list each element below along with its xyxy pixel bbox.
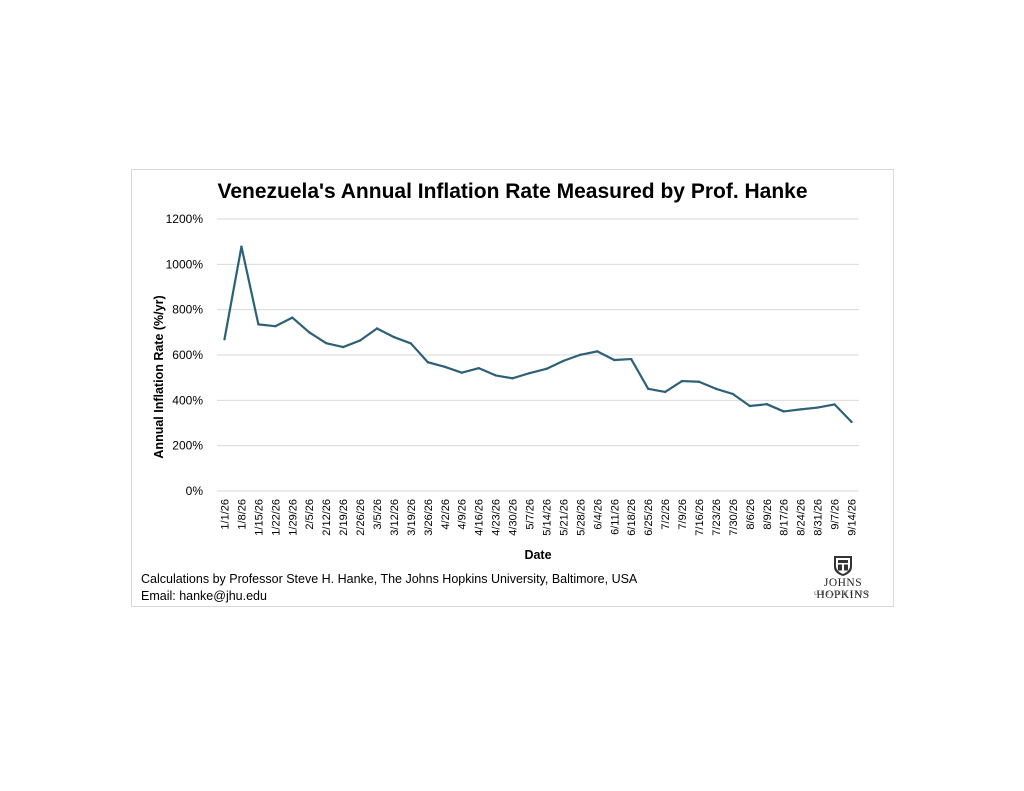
line-chart: 0% 200% 400% 600% 800% 1000% 1200% 1/1/26 1/8/26… (152, 212, 859, 562)
footer-credit: Calculations by Professor Steve H. Hanke… (141, 572, 638, 586)
data-point (697, 380, 701, 383)
data-point (409, 342, 413, 345)
y-tick-label: 400% (172, 393, 203, 407)
y-axis-label: Annual Inflation Rate (%/yr) (152, 295, 166, 458)
jhu-shield-icon (834, 556, 852, 576)
x-tick-label: 3/5/26 (372, 499, 384, 530)
x-tick-label: 3/19/26 (406, 499, 418, 536)
logo-subtitle: UNIVERSITY (814, 591, 872, 597)
x-tick-label: 2/26/26 (355, 499, 367, 536)
series-line (223, 245, 853, 423)
x-tick-label: 6/11/26 (609, 499, 621, 535)
y-tick-label: 1000% (166, 257, 204, 271)
x-tick-label: 5/28/26 (575, 499, 587, 536)
data-point (308, 331, 311, 334)
y-tick-label: 800% (172, 303, 203, 317)
data-point (748, 404, 752, 408)
y-tick-label: 0% (186, 484, 204, 498)
data-point (240, 245, 243, 248)
x-axis-label: Date (524, 548, 551, 562)
data-point (545, 367, 548, 371)
data-point (291, 316, 294, 319)
jhu-logo: JOHNS HOPKINS UNIVERSITY (797, 555, 889, 601)
x-tick-label: 7/16/26 (694, 499, 706, 536)
data-point (460, 371, 463, 374)
data-point (613, 358, 616, 362)
data-point (223, 337, 226, 341)
data-point (816, 406, 819, 409)
x-tick-label: 6/25/26 (643, 499, 655, 536)
data-point (630, 357, 633, 361)
x-tick-label: 5/21/26 (558, 499, 570, 536)
x-tick-label: 1/15/26 (253, 499, 265, 536)
x-tick-label: 1/29/26 (287, 499, 299, 536)
data-point (850, 420, 853, 424)
data-point (358, 339, 362, 342)
data-point (579, 353, 582, 356)
data-point (680, 379, 684, 383)
x-tick-label: 1/8/26 (236, 499, 248, 530)
x-tick-label: 7/30/26 (728, 499, 740, 536)
y-tick-label: 600% (172, 348, 203, 362)
x-tick-label: 4/30/26 (508, 499, 520, 536)
x-tick-label: 4/9/26 (457, 499, 469, 530)
x-tick-label: 4/2/26 (440, 499, 452, 530)
data-point (324, 342, 328, 345)
data-point (562, 359, 565, 363)
x-tick-label: 8/17/26 (779, 499, 791, 536)
data-point (596, 350, 599, 353)
x-tick-label: 2/12/26 (321, 499, 333, 536)
data-point (257, 323, 260, 326)
x-tick-label: 9/14/26 (847, 499, 859, 536)
chart-title: Venezuela's Annual Inflation Rate Measur… (217, 180, 808, 203)
x-tick-label: 3/26/26 (423, 499, 435, 536)
y-tick-label: 1200% (166, 212, 204, 226)
data-point (528, 371, 531, 375)
data-point (341, 345, 345, 349)
x-tick-label: 5/7/26 (525, 499, 537, 530)
data-point (494, 374, 497, 377)
footer: Calculations by Professor Steve H. Hanke… (141, 571, 637, 605)
x-tick-label: 9/7/26 (830, 499, 842, 530)
x-tick-label: 7/2/26 (660, 499, 672, 530)
data-point (714, 387, 718, 390)
data-point (274, 325, 277, 328)
data-point (646, 387, 650, 390)
x-tick-label: 7/23/26 (711, 499, 723, 536)
logo-name: JOHNS HOPKINS (816, 577, 870, 601)
x-tick-label: 8/9/26 (762, 499, 774, 530)
x-tick-label: 6/18/26 (626, 499, 638, 536)
data-point (731, 392, 735, 396)
x-tick-label: 8/24/26 (796, 499, 808, 536)
data-point (477, 366, 480, 370)
data-point (426, 361, 430, 364)
y-tick-label: 200% (172, 439, 203, 453)
chart-card: Venezuela's Annual Inflation Rate Measur… (131, 169, 894, 607)
x-tick-label: 1/22/26 (270, 499, 282, 536)
data-point (765, 402, 768, 406)
x-tick-label: 5/14/26 (541, 499, 553, 536)
data-point (392, 335, 396, 339)
data-point (375, 327, 379, 330)
x-tick-label: 6/4/26 (592, 499, 604, 530)
data-point (782, 410, 785, 413)
data-point (443, 365, 446, 368)
x-tick-label: 8/31/26 (813, 499, 825, 536)
x-tick-label: 8/6/26 (745, 499, 757, 530)
data-point (799, 408, 802, 411)
x-tick-label: 2/5/26 (304, 499, 316, 530)
x-tick-label: 2/19/26 (338, 499, 350, 536)
x-tick-label: 4/16/26 (474, 499, 486, 536)
x-tick-label: 7/9/26 (677, 499, 689, 530)
data-point (833, 403, 836, 406)
data-point (511, 377, 514, 380)
x-tick-label: 3/12/26 (389, 499, 401, 536)
footer-email: Email: hanke@jhu.edu (141, 589, 267, 603)
x-tick-label: 1/1/26 (220, 499, 232, 530)
data-point (663, 390, 667, 394)
x-tick-label: 4/23/26 (491, 499, 503, 536)
